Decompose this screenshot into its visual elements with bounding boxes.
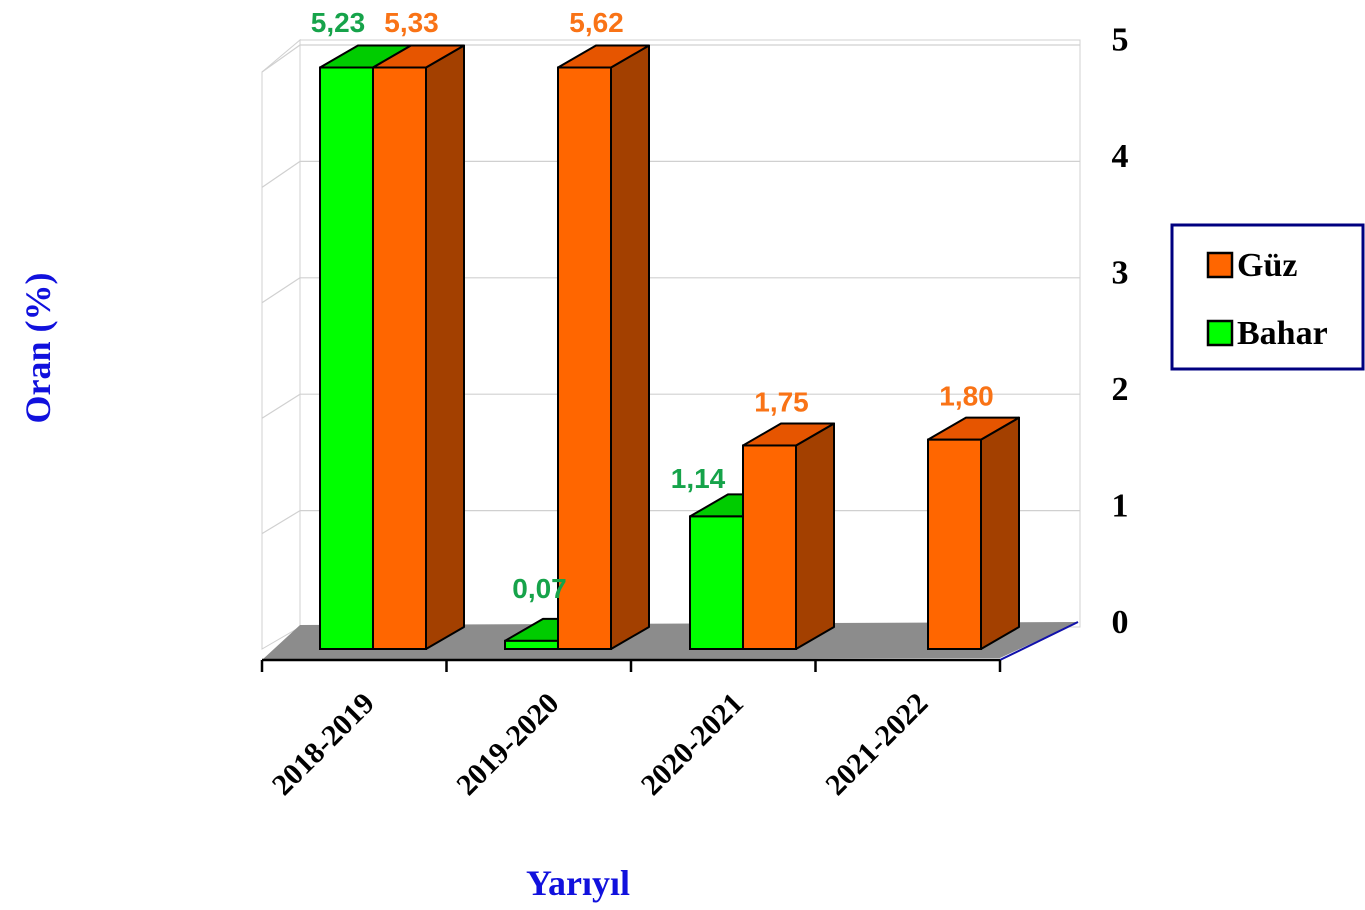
bar-side (425, 44, 465, 650)
legend-swatch-guz (1206, 251, 1234, 279)
y-tick-label: 0 (1112, 604, 1129, 641)
chart-floor (262, 621, 1079, 661)
bar-side (610, 44, 650, 650)
gridline-side (261, 44, 301, 73)
bar-guz-2018-2019 (372, 44, 465, 650)
bar-side (795, 422, 835, 650)
data-label-guz-2018-2019: 5,33 (384, 7, 439, 38)
y-tick-label: 2 (1112, 371, 1129, 408)
legend-swatch-bahar (1206, 319, 1234, 347)
data-label-bahar-2019-2020: 0,07 (512, 573, 567, 604)
bar-front (927, 438, 982, 650)
bar-side (980, 416, 1020, 650)
gridline-side (261, 160, 301, 188)
data-label-guz-2021-2022: 1,80 (939, 381, 994, 412)
bar-guz-2020-2021 (742, 422, 835, 650)
bar-front (372, 66, 427, 650)
data-label-bahar-2020-2021: 1,14 (671, 463, 726, 494)
y-tick-label: 5 (1112, 22, 1129, 59)
legend-label-guz: Güz (1237, 247, 1297, 284)
y-tick-label: 3 (1112, 255, 1129, 292)
gridline-side (261, 393, 301, 419)
y-tick-label: 4 (1112, 138, 1129, 175)
legend: Güz Bahar (1170, 223, 1365, 371)
x-tick-label: 2019-2020 (450, 687, 565, 802)
y-axis-ticks: 0 1 2 3 4 5 (1112, 22, 1129, 642)
floor-plane (262, 622, 1078, 660)
x-tick-label: 2020-2021 (635, 687, 750, 802)
y-axis-title: Oran (%) (18, 273, 58, 424)
bar-guz-2021-2022 (927, 416, 1020, 650)
bar-front (689, 515, 744, 651)
legend-label-bahar: Bahar (1237, 315, 1328, 352)
data-label-guz-2019-2020: 5,62 (569, 7, 624, 38)
x-axis: 2018-2019 2019-2020 2020-2021 2021-2022 (260, 658, 1002, 802)
bar-front (319, 66, 374, 650)
data-label-guz-2020-2021: 1,75 (754, 386, 809, 417)
legend-box (1170, 223, 1365, 371)
gridline-side (261, 510, 301, 535)
x-tick-label: 2021-2022 (819, 687, 934, 802)
data-labels: 5,23 5,33 0,07 5,62 1,14 1,75 1,80 (311, 7, 994, 604)
data-label-bahar-2018-2019: 5,23 (311, 7, 366, 38)
gridline-side (261, 277, 301, 304)
bar-front (504, 639, 559, 651)
floor-edge (999, 621, 1079, 661)
chart-bars (319, 44, 1020, 651)
bar-front (557, 66, 612, 650)
bar-guz-2019-2020 (557, 44, 650, 650)
x-axis-title: Yarıyıl (526, 863, 630, 903)
x-tick-label: 2018-2019 (266, 687, 381, 802)
bar-front (742, 444, 797, 650)
y-tick-label: 1 (1112, 488, 1129, 525)
side-wall (261, 38, 301, 650)
chart-walls (261, 38, 1081, 650)
